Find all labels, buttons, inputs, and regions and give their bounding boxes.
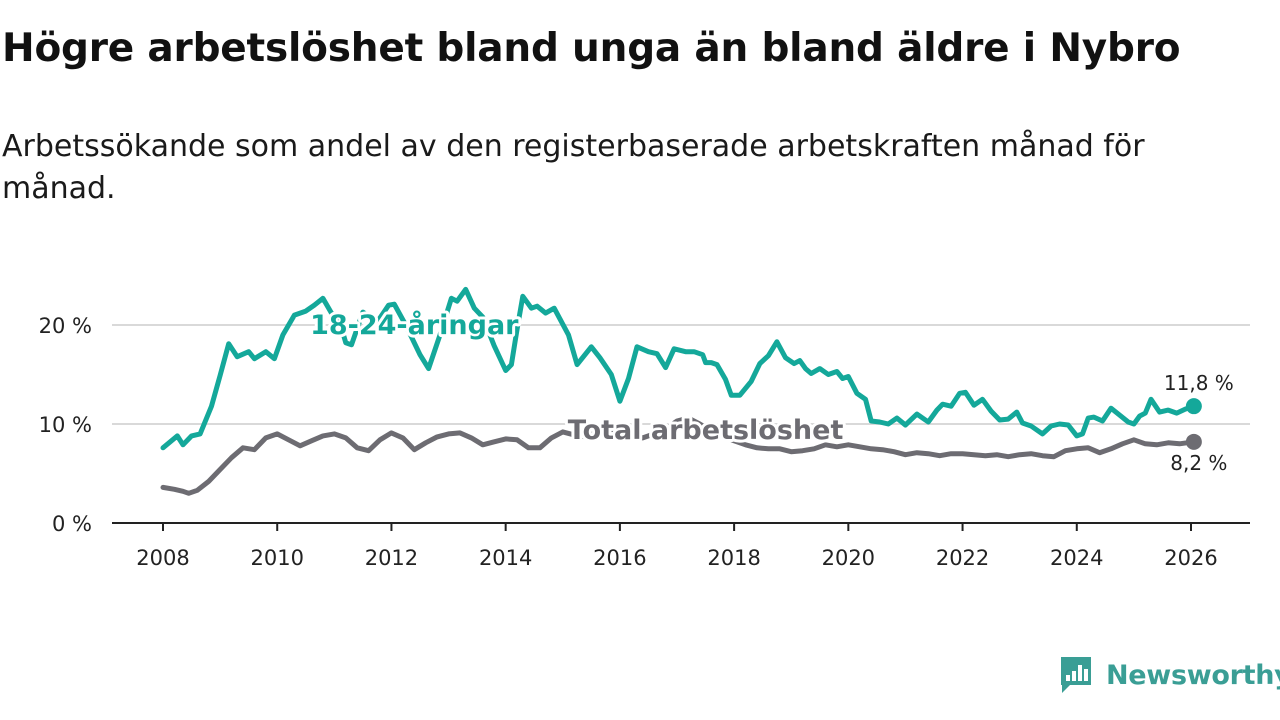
y-tick-label: 20 % [39, 314, 92, 338]
x-tick-label: 2010 [250, 546, 303, 570]
end-value-label-18-24-ringar: 11,8 % [1164, 371, 1234, 395]
x-axis: 2008 2010 2012 2014 2016 2018 2020 2022 2024 2026 [112, 522, 1250, 570]
chart-series [160, 286, 1202, 496]
x-tick-label: 2014 [479, 546, 532, 570]
x-tick-label: 2020 [822, 546, 875, 570]
x-tick-label: 2016 [593, 546, 646, 570]
series-end-dot-18-24-ringar [1185, 398, 1202, 415]
y-tick-label: 0 % [52, 512, 92, 536]
x-tick-label: 2022 [936, 546, 989, 570]
series-label-total-arbetsl-shet: Total arbetslöshet [568, 415, 844, 446]
x-tick-label: 2018 [707, 546, 760, 570]
brand-name: Newsworthy [1106, 659, 1280, 691]
series-end-dot-total-arbetsl-shet [1185, 433, 1202, 450]
y-tick-label: 10 % [39, 413, 92, 437]
x-tick-label: 2008 [136, 546, 189, 570]
x-tick-label: 2024 [1050, 546, 1103, 570]
y-axis: 0 % 10 % 20 % [39, 314, 92, 536]
page-title: Högre arbetslöshet bland unga än bland ä… [2, 26, 1181, 71]
chart-annotations: 8,2 % 11,8 % 18-24-åringar Total arbetslösh… [307, 306, 1234, 475]
newsworthy-logo-icon [1061, 657, 1091, 693]
page-subtitle: Arbetssökande som andel av den registerb… [2, 129, 1145, 206]
x-tick-label: 2012 [365, 546, 418, 570]
series-line-total-arbetsl-shet [160, 415, 1197, 496]
series-line-18-24-ringar [160, 286, 1197, 451]
newsworthy-logo: Newsworthy [1058, 655, 1280, 695]
end-value-label-total-arbetsl-shet: 8,2 % [1170, 451, 1227, 475]
x-tick-label: 2026 [1164, 546, 1217, 570]
series-label-18-24-ringar: 18-24-åringar [310, 309, 519, 341]
